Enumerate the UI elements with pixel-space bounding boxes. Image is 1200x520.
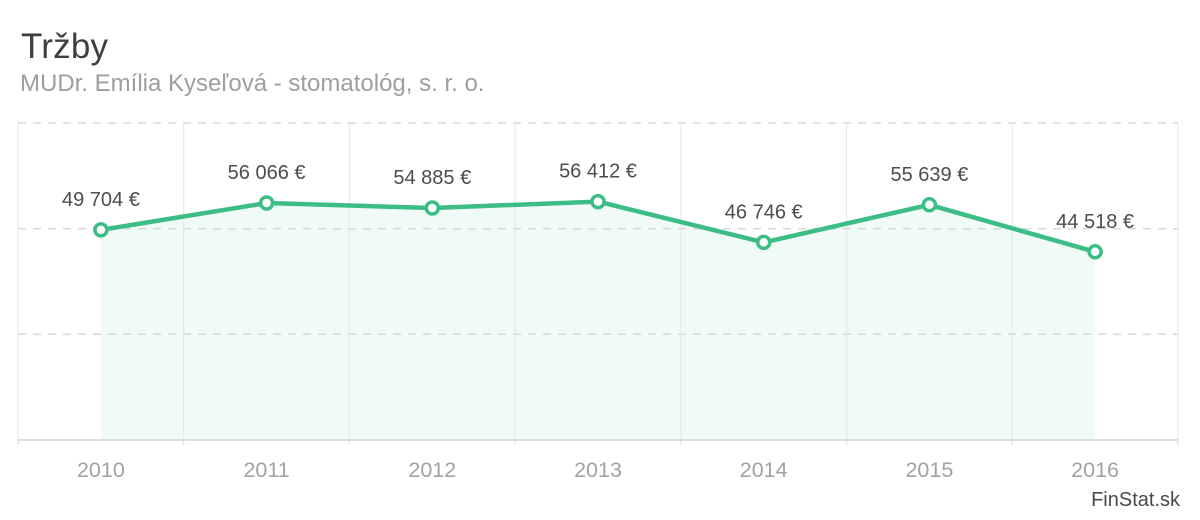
data-point-2015[interactable] xyxy=(921,197,938,213)
data-point-2014[interactable] xyxy=(755,234,772,251)
chart-subtitle: MUDr. Emília Kyseľová - stomatológ, s. r… xyxy=(20,70,485,97)
point-value-label: 56 066 € xyxy=(228,162,306,184)
area-fill xyxy=(100,201,1096,440)
x-tick-label-2016: 2016 xyxy=(1071,458,1119,482)
data-point-2012[interactable] xyxy=(424,200,441,216)
data-point-2011[interactable] xyxy=(258,195,275,211)
x-tick-label-2010: 2010 xyxy=(77,458,125,482)
data-point-2013[interactable] xyxy=(590,193,606,210)
point-value-label: 54 885 € xyxy=(393,167,471,189)
x-tick-label-2012: 2012 xyxy=(408,458,456,482)
finstat-watermark-link[interactable]: FinStat.sk xyxy=(1091,489,1180,511)
point-value-label: 49 704 € xyxy=(62,189,140,211)
x-tick-label-2015: 2015 xyxy=(905,458,953,482)
point-value-label: 46 746 € xyxy=(725,201,803,223)
x-tick-label-2013: 2013 xyxy=(574,458,622,482)
x-tick-label-2011: 2011 xyxy=(243,458,289,482)
point-value-label: 56 412 € xyxy=(559,161,637,183)
point-value-label: 44 518 € xyxy=(1056,211,1134,233)
chart-title: Tržby xyxy=(21,27,109,67)
x-tick-label-2014: 2014 xyxy=(740,458,788,482)
data-point-2010[interactable] xyxy=(93,222,109,238)
data-point-2016[interactable] xyxy=(1087,244,1103,260)
point-value-label: 55 639 € xyxy=(890,164,968,186)
